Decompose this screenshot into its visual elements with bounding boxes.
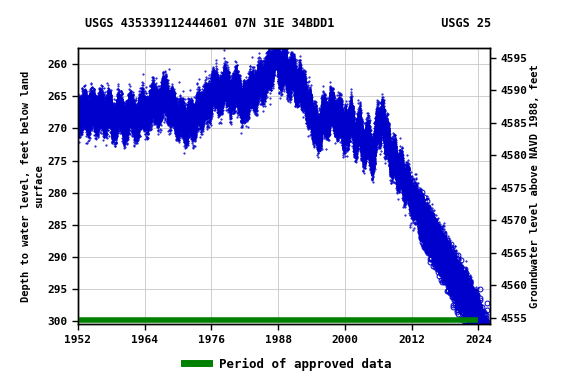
- Y-axis label: Groundwater level above NAVD 1988, feet: Groundwater level above NAVD 1988, feet: [530, 65, 540, 308]
- Y-axis label: Depth to water level, feet below land
surface: Depth to water level, feet below land su…: [21, 71, 44, 302]
- Text: USGS 435339112444601 07N 31E 34BDD1               USGS 25: USGS 435339112444601 07N 31E 34BDD1 USGS…: [85, 17, 491, 30]
- Legend: Period of approved data: Period of approved data: [179, 353, 397, 376]
